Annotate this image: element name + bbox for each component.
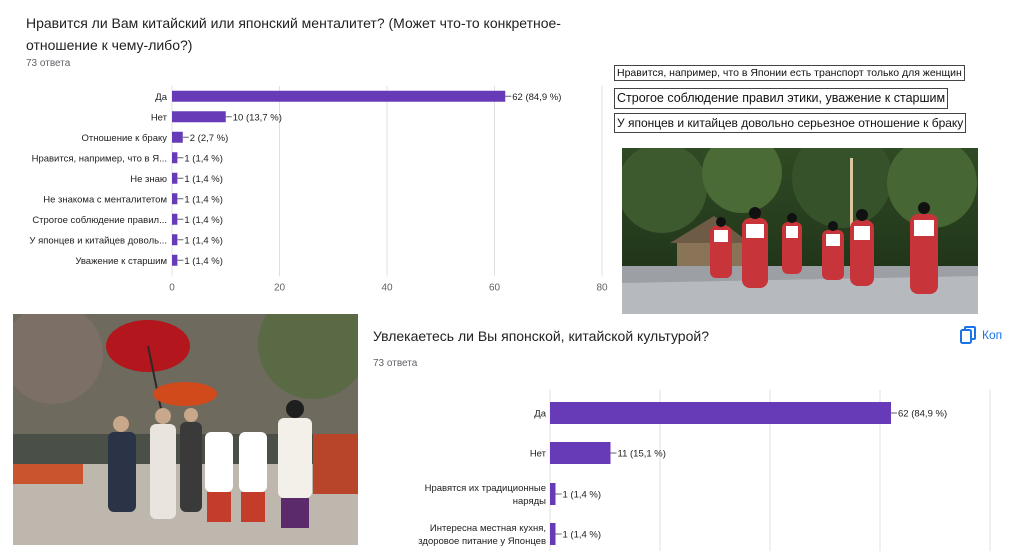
bar [172, 90, 506, 102]
data-label: 1 (1,4 %) [563, 530, 602, 541]
category-label: Нет [530, 449, 547, 460]
category-label: Отношение к браку [82, 133, 168, 144]
bar [172, 131, 183, 143]
category-label: Не знакома с менталитетом [43, 194, 167, 205]
data-label: 62 (84,9 %) [512, 92, 561, 103]
bar [550, 442, 611, 464]
x-tick-label: 60 [489, 283, 501, 294]
bar [172, 213, 178, 225]
x-tick-label: 0 [169, 283, 175, 294]
data-label: 1 (1,4 %) [184, 215, 223, 226]
category-label: здоровое питание у Японцев [418, 536, 546, 547]
data-label: 2 (2,7 %) [190, 133, 229, 144]
bar [172, 152, 178, 164]
data-label: 1 (1,4 %) [184, 153, 223, 164]
question2-title: Увлекаетесь ли Вы японской, китайской ку… [373, 328, 709, 344]
question1-title: Нравится ли Вам китайский или японский м… [26, 12, 561, 56]
question2-response-count: 73 ответа [373, 358, 418, 369]
snippet-transport: Нравится, например, что в Японии есть тр… [614, 65, 965, 81]
category-label: Да [534, 409, 546, 420]
photo-festival-dance [622, 148, 978, 314]
data-label: 1 (1,4 %) [184, 174, 223, 185]
bar [172, 254, 178, 266]
question1-title-line2: отношение к чему-либо?) [26, 37, 193, 53]
data-label: 1 (1,4 %) [184, 256, 223, 267]
category-label: У японцев и китайцев доволь... [29, 235, 167, 246]
data-label: 10 (13,7 %) [233, 112, 282, 123]
category-label: Строгое соблюдение правил... [32, 215, 167, 226]
question1-response-count: 73 ответа [26, 58, 71, 69]
x-tick-label: 80 [596, 283, 608, 294]
category-label: Да [155, 92, 167, 103]
category-label: наряды [513, 496, 546, 507]
bar [172, 172, 178, 184]
bar [550, 523, 556, 545]
question1-title-line1: Нравится ли Вам китайский или японский м… [26, 15, 561, 31]
photo-wedding-procession [13, 314, 358, 545]
copy-button[interactable]: Коп [960, 326, 1002, 344]
data-label: 1 (1,4 %) [563, 490, 602, 501]
copy-icon [960, 326, 976, 344]
bar [172, 234, 178, 246]
bar [172, 193, 178, 205]
data-label: 11 (15,1 %) [618, 449, 666, 460]
category-label: Нравится, например, что в Я... [32, 153, 167, 164]
data-label: 1 (1,4 %) [184, 194, 223, 205]
data-label: 62 (84,9 %) [898, 409, 947, 420]
bar [550, 483, 556, 505]
category-label: Интересна местная кухня, [430, 523, 546, 534]
bar [550, 402, 891, 424]
data-label: 1 (1,4 %) [184, 235, 223, 246]
snippet-ethics: Строгое соблюдение правил этики, уважени… [614, 88, 949, 109]
snippet-marriage: У японцев и китайцев довольно серьезное … [614, 113, 967, 133]
category-label: Уважение к старшим [75, 256, 167, 267]
bar [172, 111, 226, 123]
chart1: 0 20 40 60 80 Да 62 (84,9 %) Нет 10 (13,7 %) Отно… [29, 86, 608, 294]
category-label: Нет [151, 112, 168, 123]
category-label: Нравятся их традиционные [425, 483, 546, 494]
category-label: Не знаю [130, 174, 167, 185]
copy-button-label: Коп [982, 328, 1003, 342]
x-tick-label: 20 [274, 283, 286, 294]
chart2: Да 62 (84,9 %) Нет 11 (15,1 %) Нравятся их т… [418, 390, 991, 551]
x-tick-label: 40 [381, 283, 393, 294]
